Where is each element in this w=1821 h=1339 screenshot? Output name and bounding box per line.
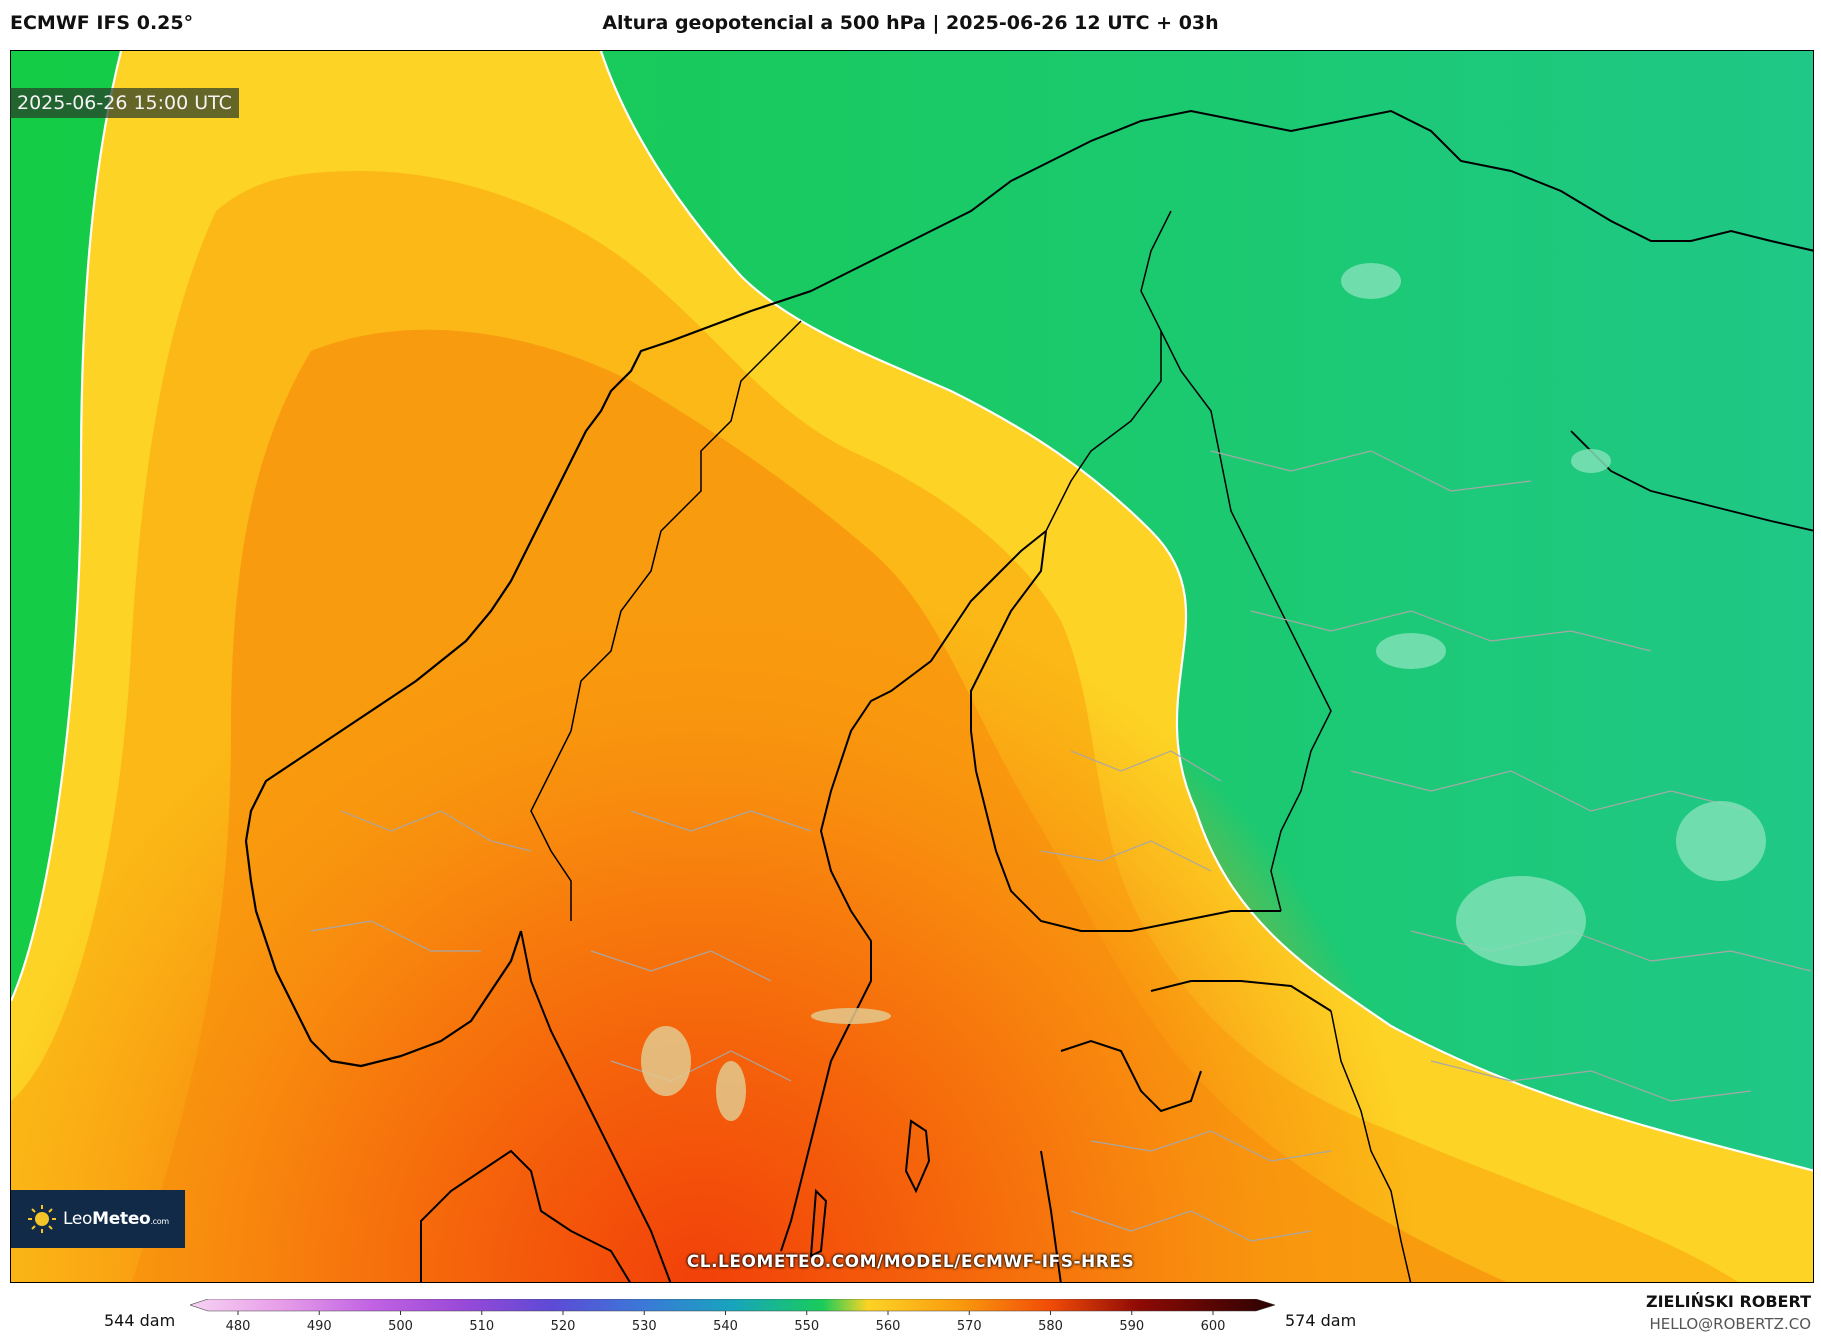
coastline-sweden-west	[520, 930, 672, 1282]
colorbar: 480 490 500 510 520 530 540 550 560 570 580 590 600	[190, 1299, 1275, 1334]
border-finland-russia	[1160, 330, 1332, 912]
lakes-sweden	[641, 1008, 891, 1121]
colorbar-tick-label: 590	[1119, 1319, 1144, 1334]
sun-icon	[28, 1205, 56, 1233]
contour-552-east	[599, 51, 1813, 1172]
colorbar-tick-label: 560	[876, 1319, 901, 1334]
coastline-arctic	[810, 109, 1813, 292]
colorbar-tick-label: 580	[1038, 1319, 1063, 1334]
colorbar-tick-label: 600	[1201, 1319, 1226, 1334]
lakes-russia	[1341, 263, 1766, 966]
colorbar-tick-label: 530	[632, 1319, 657, 1334]
contour-552-west	[11, 51, 123, 1002]
valid-time-label: 2025-06-26 15:00 UTC	[10, 88, 239, 118]
coastline-baltics	[1040, 980, 1332, 1282]
colorbar-tick-label: 490	[307, 1319, 332, 1334]
colorbar-tick-label: 550	[794, 1319, 819, 1334]
colorbar-tick-label: 570	[957, 1319, 982, 1334]
admin-borders	[310, 450, 1812, 1242]
colorbar-min-label: 544 dam	[104, 1311, 176, 1330]
border-norway-sweden	[530, 320, 802, 921]
border-baltics-russia	[1330, 1010, 1412, 1282]
coastline-finland	[970, 530, 1281, 932]
region-568-574	[11, 51, 1813, 1282]
colorbar-max-label: 574 dam	[1285, 1311, 1357, 1330]
author-email: HELLO@ROBERTZ.CO	[1649, 1315, 1811, 1333]
colorbar-tick-label: 520	[551, 1319, 576, 1334]
source-url: CL.LEOMETEO.COM/MODEL/ECMWF-IFS-HRES	[686, 1252, 1135, 1272]
island-gotland	[904, 1119, 931, 1194]
coastline-denmark	[420, 1149, 631, 1282]
colorbar-tick-label: 510	[469, 1319, 494, 1334]
model-title: ECMWF IFS 0.25°	[10, 12, 194, 34]
author-credit: ZIELIŃSKI ROBERT	[1645, 1292, 1811, 1311]
logo-text: LeoMeteo.com	[63, 1209, 169, 1229]
island-oland	[809, 1188, 828, 1258]
colorbar-gradient	[190, 1299, 1275, 1312]
chart-title: Altura geopotencial a 500 hPa | 2025-06-…	[602, 12, 1219, 34]
colorbar-tick-label: 540	[713, 1319, 738, 1334]
colorbar-ticks: 480 490 500 510 520 530 540 550 560 570 580 590 600	[226, 1311, 1226, 1334]
map-panel[interactable]	[10, 50, 1814, 1283]
border-finland-north	[1045, 210, 1172, 532]
geopotential-map	[11, 51, 1813, 1282]
colorbar-tick-label: 480	[226, 1319, 251, 1334]
leometeo-logo[interactable]: LeoMeteo.com	[11, 1190, 185, 1248]
coastline-norway	[244, 289, 812, 1068]
coastline-sweden-east	[780, 530, 1047, 1252]
colorbar-tick-label: 500	[388, 1319, 413, 1334]
coastline-white-sea	[1570, 430, 1813, 532]
